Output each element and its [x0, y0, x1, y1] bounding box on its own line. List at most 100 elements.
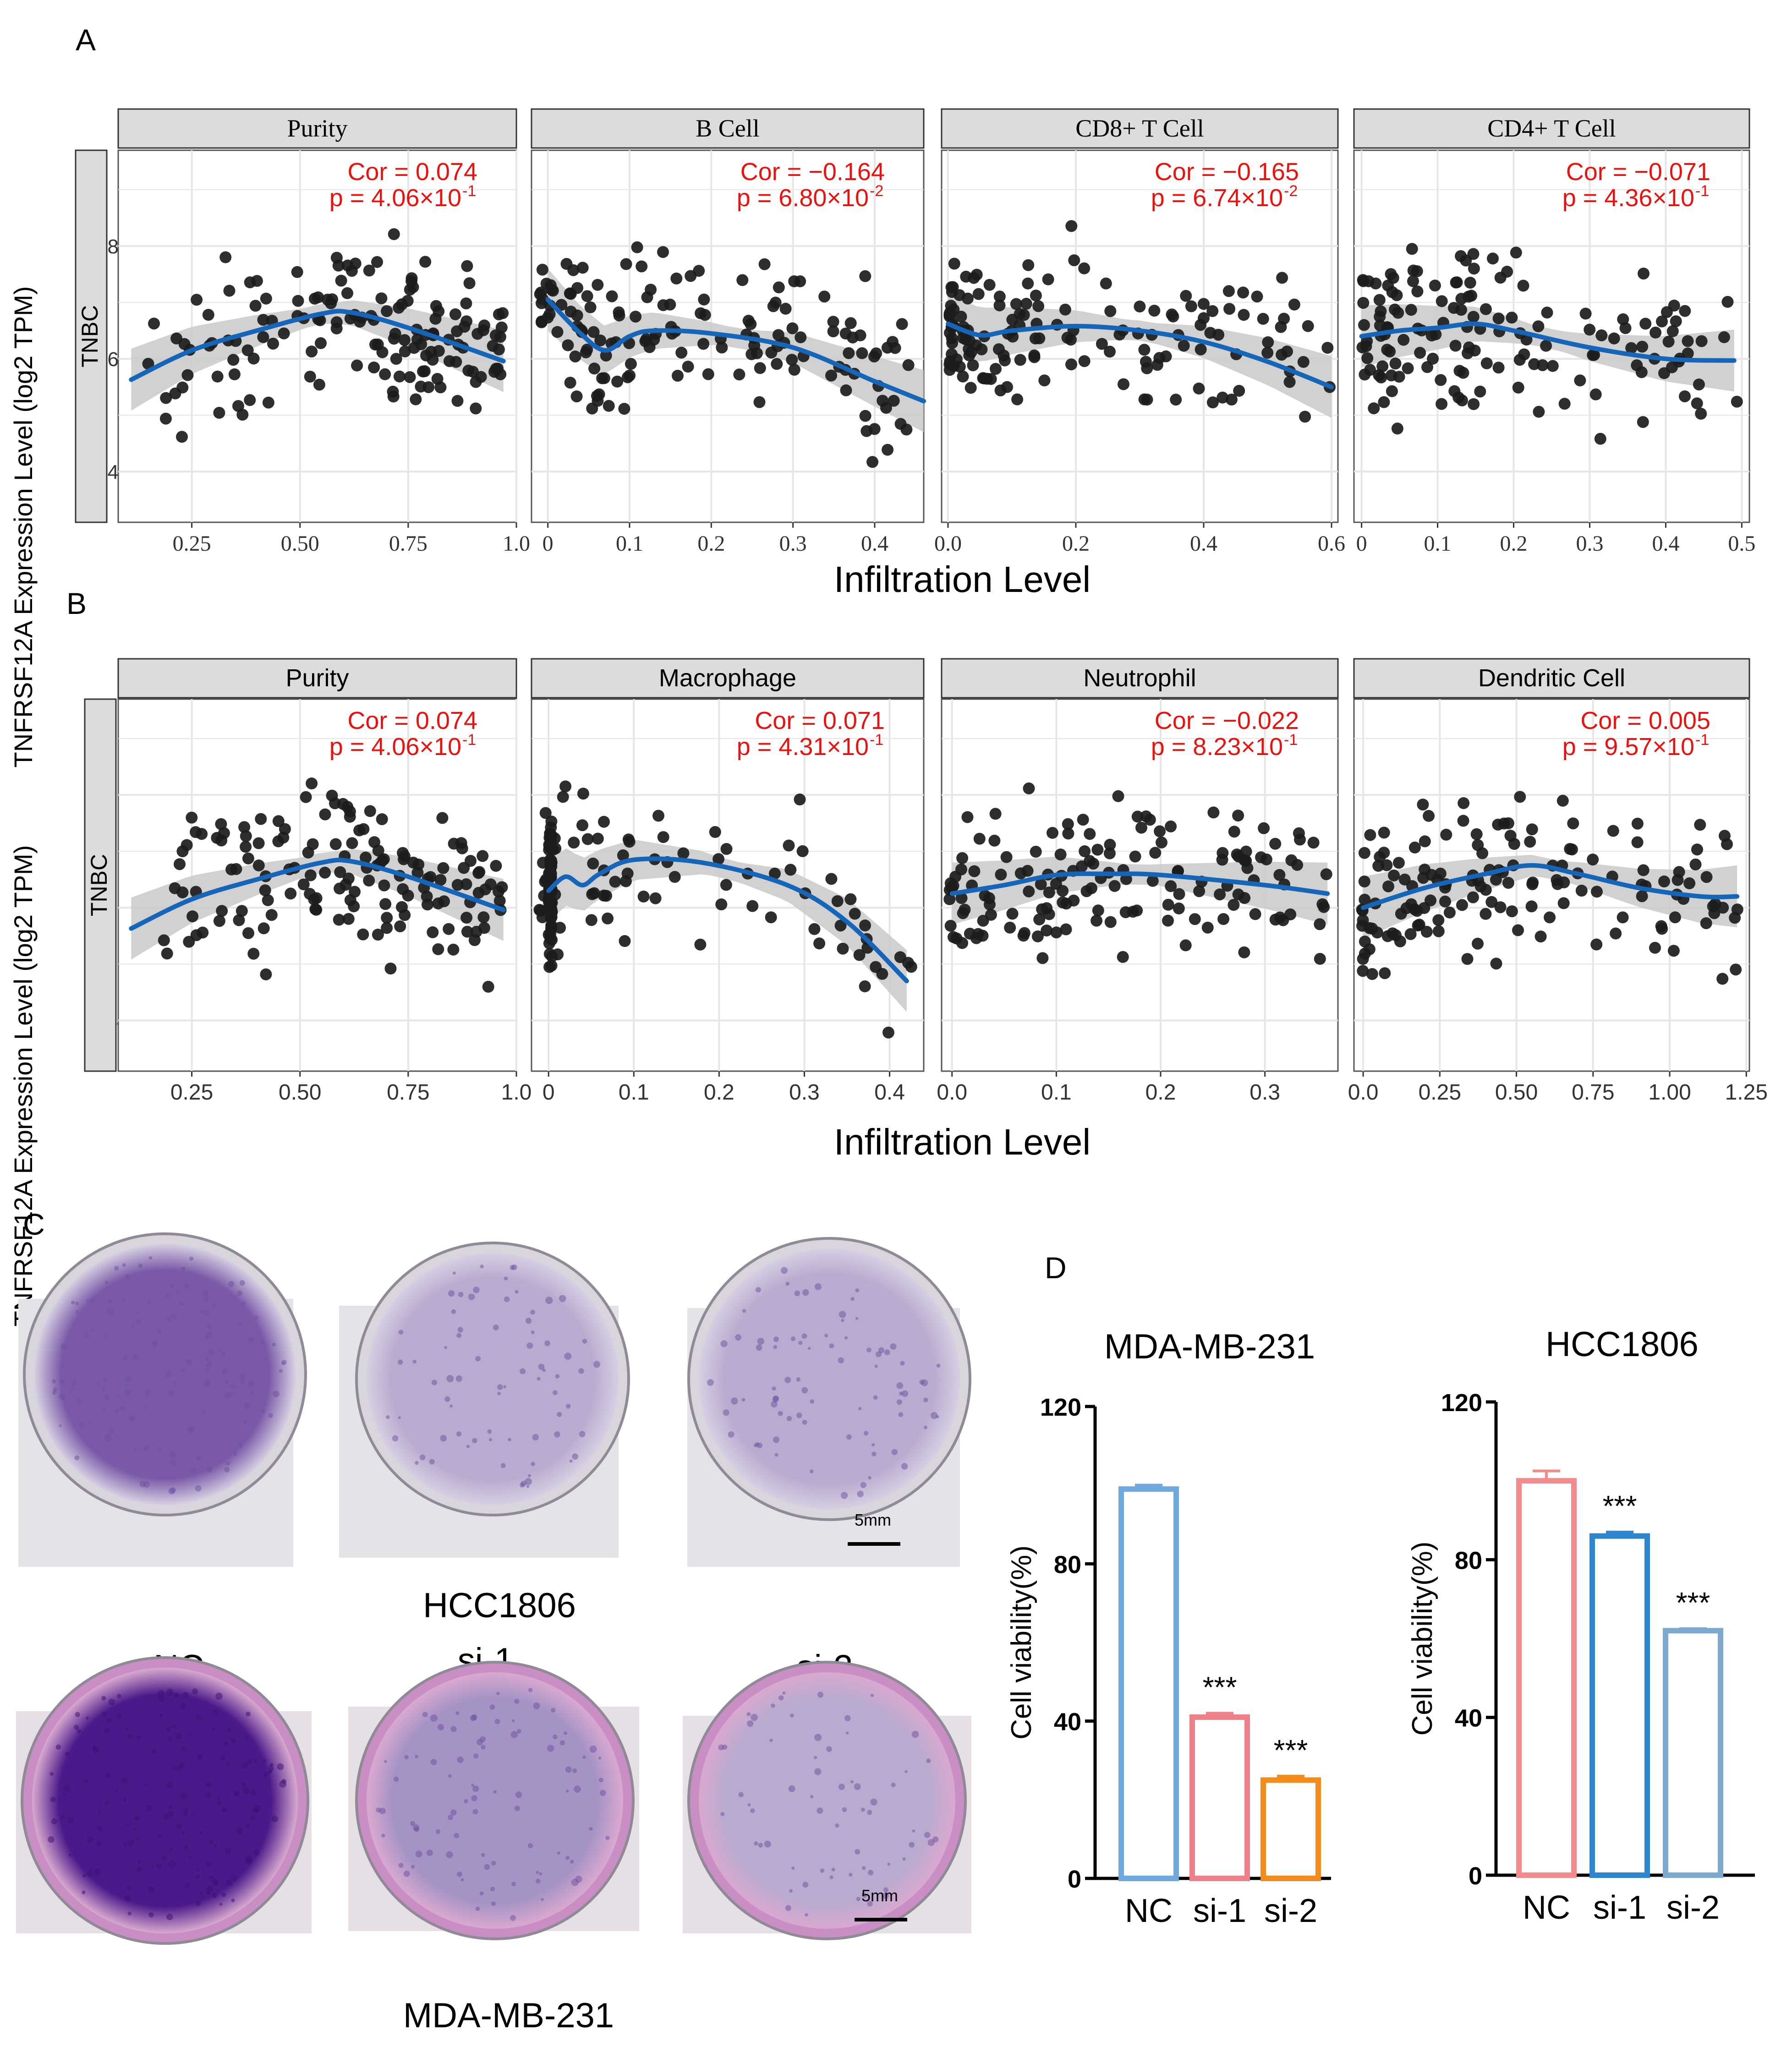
scatter-point: [225, 863, 238, 876]
colony-speck: [168, 1805, 172, 1809]
scatter-point: [746, 900, 759, 912]
scatter-point: [1148, 305, 1161, 317]
colony-speck: [184, 1883, 190, 1888]
colony-speck: [566, 1404, 571, 1409]
scatter-point: [1731, 395, 1743, 408]
colony-speck: [225, 1379, 229, 1384]
scatter-point: [959, 903, 971, 916]
p-value-exponent: -1: [462, 182, 476, 200]
panel-label-b: B: [66, 586, 87, 620]
scatter-point: [1670, 315, 1682, 328]
colony-speck: [564, 1731, 567, 1735]
colony-speck: [247, 1759, 253, 1764]
scatter-point: [1650, 326, 1662, 339]
scatter-point: [330, 252, 343, 264]
colony-speck: [71, 1300, 75, 1305]
scatter-point: [1617, 911, 1629, 924]
scatter-point: [240, 841, 252, 853]
scatter-point: [319, 866, 331, 879]
colony-speck: [279, 1369, 283, 1373]
colony-speck: [536, 1871, 539, 1874]
row-strip-label: TNBC: [77, 305, 103, 367]
x-tick-label: 0.4: [874, 1080, 905, 1105]
scatter-point: [1631, 836, 1644, 848]
scatter-point: [1050, 926, 1063, 939]
colony-speck: [127, 1911, 132, 1916]
scatter-point: [422, 898, 433, 911]
scatter-point: [407, 281, 419, 293]
scatter-point: [1084, 855, 1096, 867]
scatter-point: [342, 872, 355, 885]
colony-speck: [846, 1731, 849, 1735]
colony-speck: [754, 1444, 757, 1447]
colony-speck: [404, 1755, 409, 1760]
colony-speck: [392, 1435, 399, 1442]
colony-speck: [838, 1311, 846, 1318]
scatter-point: [570, 390, 583, 403]
scatter-point: [1023, 782, 1035, 794]
colony-speck: [126, 1275, 130, 1279]
scatter-point: [233, 914, 245, 926]
scatter-point: [993, 299, 1006, 312]
x-tick-label: 0.3: [1249, 1080, 1280, 1105]
colony-speck: [136, 1816, 140, 1820]
scatter-point: [1104, 916, 1117, 928]
scatter-point: [543, 308, 556, 320]
colony-speck: [503, 1385, 506, 1389]
colony-speck: [788, 1785, 795, 1792]
scatter-point: [837, 942, 849, 955]
colony-speck: [398, 1863, 404, 1868]
x-tick-label: 0.3: [789, 1080, 820, 1105]
scatter-point: [1408, 903, 1421, 915]
scatter-point: [1007, 330, 1019, 343]
bar-chart-title: HCC1806: [1545, 1325, 1699, 1364]
scatter-point: [1162, 914, 1174, 927]
scatter-point: [733, 368, 745, 381]
scatter-point: [613, 309, 625, 322]
colony-speck: [202, 1289, 209, 1296]
scatter-point: [535, 286, 547, 299]
scatter-point: [1381, 859, 1393, 871]
scatter-point: [490, 859, 502, 872]
colony-speck: [196, 1868, 199, 1872]
scatter-point: [242, 852, 254, 865]
colony-speck: [188, 1855, 192, 1860]
x-tick-label: 0.75: [1572, 1080, 1614, 1105]
colony-speck: [747, 1720, 754, 1727]
scatter-point: [859, 410, 871, 422]
x-tick-label: 1.00: [1648, 1080, 1691, 1105]
scatter-point: [592, 832, 604, 845]
colony-speck: [281, 1362, 285, 1365]
colony-speck: [136, 1312, 139, 1315]
scatter-point: [1683, 877, 1696, 889]
scatter-point: [251, 275, 263, 287]
colony-speck: [83, 1332, 89, 1338]
colony-speck: [253, 1759, 258, 1763]
bar-si-2: [1260, 1777, 1321, 1882]
colony-speck: [243, 1420, 247, 1423]
scatter-point: [1443, 906, 1456, 919]
scatter-point: [1432, 925, 1445, 937]
scatter-point: [945, 300, 957, 312]
colony-speck: [51, 1818, 57, 1824]
x-tick-label: 0.1: [1041, 1080, 1072, 1105]
colony-speck: [909, 1842, 915, 1848]
colony-speck: [510, 1731, 518, 1738]
scatter-point: [1591, 886, 1603, 898]
scatter-point: [669, 871, 681, 883]
scatter-point: [1492, 361, 1505, 374]
colony-speck: [448, 1815, 453, 1820]
colony-speck: [412, 1360, 416, 1364]
colony-speck: [720, 1340, 728, 1347]
colony-speck: [104, 1800, 109, 1805]
scatter-point: [973, 832, 986, 845]
scatter-point: [463, 277, 476, 290]
scatter-point: [548, 832, 561, 844]
scatter-point: [1510, 246, 1522, 259]
scatter-point: [1506, 905, 1518, 918]
scatter-point: [979, 889, 991, 902]
colony-speck: [237, 1290, 242, 1296]
scatter-point: [1667, 945, 1680, 957]
colony-speck: [919, 1379, 925, 1385]
scatter-point: [279, 823, 291, 835]
